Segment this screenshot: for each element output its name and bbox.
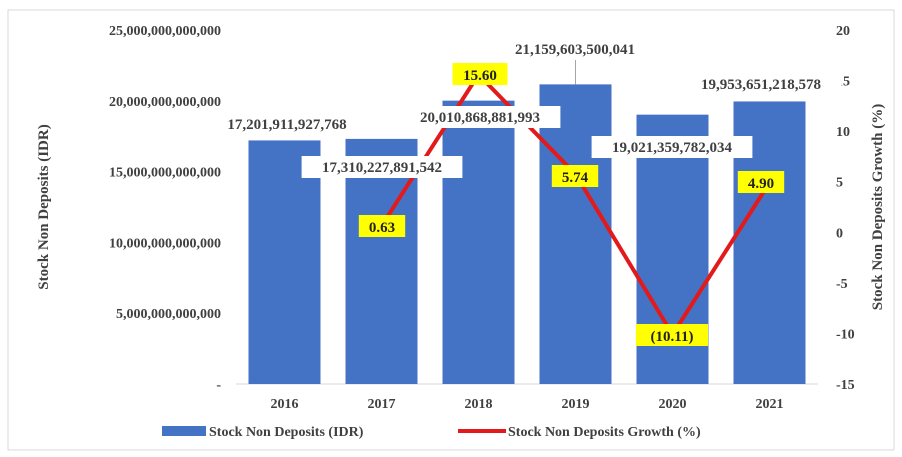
bar-label-box: [591, 136, 753, 158]
growth-label-box: [452, 63, 508, 85]
growth-data-label: (10.11): [651, 329, 694, 345]
bar-data-label: 17,310,227,891,542: [322, 160, 442, 176]
growth-label-box: [635, 324, 709, 346]
legend-label-bar: Stock Non Deposits (IDR): [209, 425, 364, 440]
bar: [539, 84, 612, 385]
right-tick-label: -10: [836, 327, 855, 342]
right-tick-label: -15: [836, 378, 855, 393]
bar: [248, 140, 321, 384]
x-tick-label: 2017: [368, 397, 396, 412]
right-tick-label: 0: [836, 226, 843, 241]
bar-label-box: [301, 156, 463, 178]
left-tick-label: 10,000,000,000,000: [109, 236, 221, 251]
bar-data-label: 17,201,911,927,768: [227, 117, 346, 133]
x-tick-label: 2020: [659, 397, 687, 412]
bar-data-label: 20,010,868,881,993: [420, 110, 540, 126]
growth-data-labels: 0.63 15.60 5.74 (10.11) 4.90: [358, 63, 785, 346]
legend-swatch-bar: [162, 426, 206, 436]
left-axis-ticks: - 5,000,000,000,000 10,000,000,000,000 15,0…: [109, 24, 221, 393]
y-axis-title-right: Stock Non Deposits Growth (%): [870, 104, 886, 310]
y-axis-title-left: Stock Non Deposits (IDR): [36, 124, 52, 289]
x-tick-label: 2021: [756, 397, 784, 412]
bar-data-label: 19,021,359,782,034: [612, 140, 733, 156]
growth-data-label: 4.90: [748, 176, 774, 192]
legend-label-line: Stock Non Deposits Growth (%): [508, 425, 701, 440]
x-axis-ticks: 2016 2017 2018 2019 2020 2021: [271, 397, 784, 412]
right-tick-label: 5: [836, 176, 843, 191]
legend: Stock Non Deposits (IDR) Stock Non Depos…: [162, 425, 701, 440]
bar-data-labels: 17,201,911,927,768 17,310,227,891,542 20,0…: [206, 38, 842, 178]
growth-label-box: [551, 165, 599, 187]
bar: [442, 100, 515, 385]
x-tick-label: 2016: [271, 397, 299, 412]
right-tick-label: 10: [836, 125, 850, 140]
x-tick-label: 2019: [562, 397, 590, 412]
bar-data-label: 21,159,603,500,041: [515, 42, 635, 58]
left-tick-label: 25,000,000,000,000: [109, 24, 221, 39]
bar-label-box: [206, 113, 368, 135]
left-tick-label: 20,000,000,000,000: [109, 95, 221, 110]
growth-data-label: 0.63: [369, 220, 395, 236]
bar-label-box: [494, 38, 656, 60]
bar-label-box: [399, 106, 561, 128]
bar: [345, 138, 418, 384]
right-tick-label: -5: [836, 277, 848, 292]
bar-label-box: [680, 73, 842, 95]
right-tick-label: 20: [836, 24, 850, 39]
left-tick-label: 5,000,000,000,000: [116, 307, 221, 322]
growth-label-box: [358, 215, 406, 237]
x-tick-label: 2018: [465, 397, 493, 412]
growth-label-box: [737, 171, 785, 193]
left-tick-label: -: [216, 378, 221, 393]
bar-data-label: 19,953,651,218,578: [701, 77, 821, 93]
growth-data-label: 15.60: [463, 68, 497, 84]
left-tick-label: 15,000,000,000,000: [109, 166, 221, 181]
bar-series: [248, 84, 806, 385]
growth-data-label: 5.74: [562, 170, 589, 186]
